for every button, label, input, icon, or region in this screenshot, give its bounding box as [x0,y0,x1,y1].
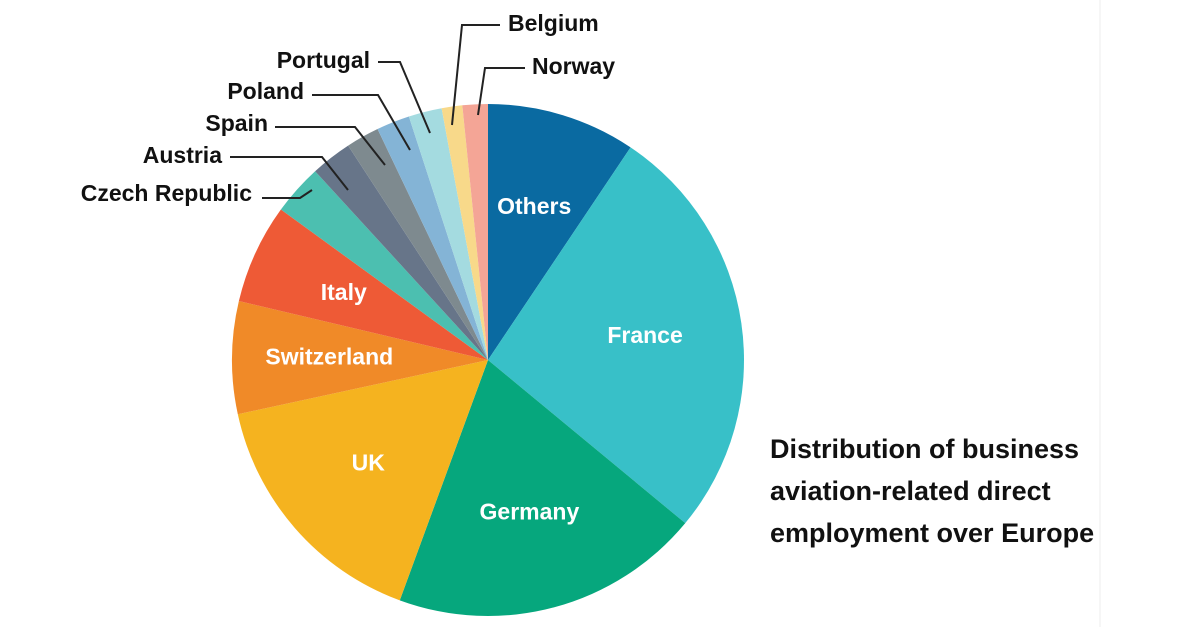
pie-slice [441,105,488,360]
slice-label: Switzerland [265,344,393,370]
pie-slice [237,360,488,601]
slice-label: UK [352,449,386,475]
chart-title: Distribution of business aviation-relate… [770,434,1095,548]
slice-label: Germany [480,498,580,524]
leader-line [312,94,411,151]
slice-label: France [607,322,682,348]
leader-line [477,67,525,116]
slice-label: Poland [227,78,304,104]
pie-slice [488,147,744,524]
pie-slice [238,209,488,360]
slice-label: Czech Republic [81,180,252,206]
pie-slice [462,104,488,360]
leader-line [262,189,313,199]
pie-slice [399,360,686,616]
pie-slice [488,104,631,360]
leader-line [378,61,431,134]
slice-label: Norway [532,53,615,79]
slice-label: Spain [205,110,268,136]
pie-slice [377,116,488,360]
slice-label: Portugal [277,47,370,73]
pie-slice [232,301,488,415]
slice-label: Belgium [508,10,599,36]
leader-line [275,126,386,166]
leader-line [451,24,500,126]
pie-slice [280,171,488,360]
slice-label: Austria [143,142,222,168]
pie-slice [315,145,488,360]
pie-slice [348,129,488,360]
slice-label: Others [497,193,571,219]
pie-slice [408,108,488,360]
slice-label: Italy [321,279,367,305]
leader-line [230,156,349,191]
